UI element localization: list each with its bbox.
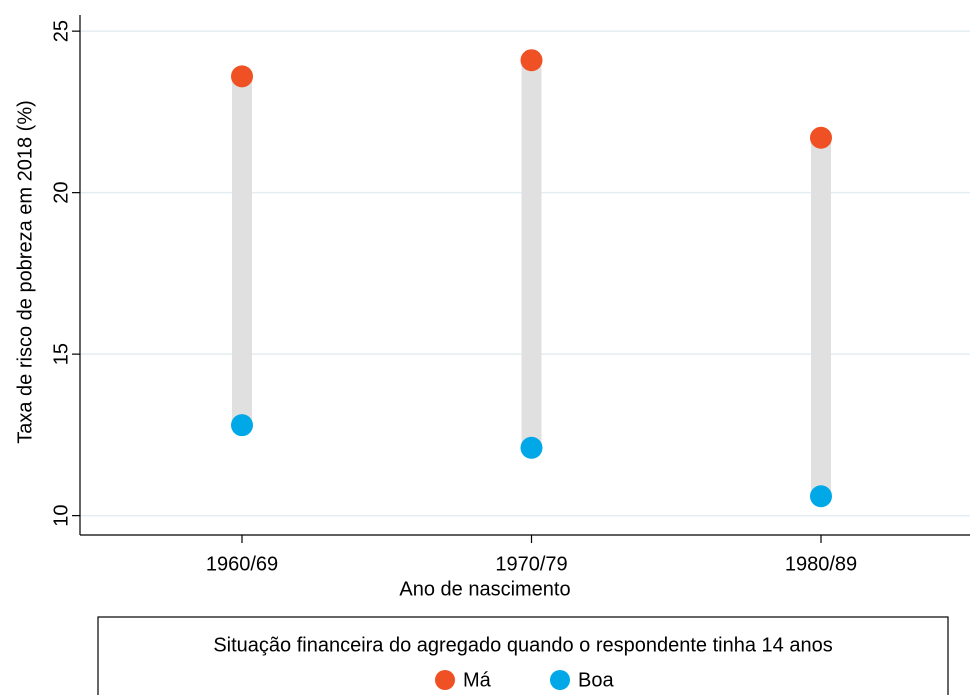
x-axis-label: Ano de nascimento [399, 578, 570, 600]
y-tick-label: 10 [50, 504, 72, 526]
y-tick-label: 25 [50, 20, 72, 42]
dot [231, 414, 253, 437]
dot [810, 485, 832, 508]
dot [520, 436, 543, 459]
y-axis-label: Taxa de risco de pobreza em 2018 (%) [14, 100, 36, 444]
legend-swatch [550, 670, 570, 690]
connector [232, 76, 252, 426]
legend-label: Boa [578, 669, 614, 691]
x-tick-label: 1970/79 [495, 553, 567, 575]
dot [231, 65, 253, 88]
x-tick-label: 1980/89 [785, 553, 857, 575]
connector [521, 60, 542, 448]
dot [520, 49, 543, 72]
legend-box [97, 616, 949, 695]
legend-title: Situação financeira do agregado quando o… [213, 634, 832, 656]
y-tick-label: 15 [50, 343, 72, 365]
legend-label: Má [463, 669, 492, 691]
y-tick-label: 20 [50, 182, 72, 204]
dot [810, 126, 832, 149]
legend-swatch [435, 670, 455, 690]
connector [811, 137, 831, 497]
x-tick-label: 1960/69 [206, 553, 278, 575]
